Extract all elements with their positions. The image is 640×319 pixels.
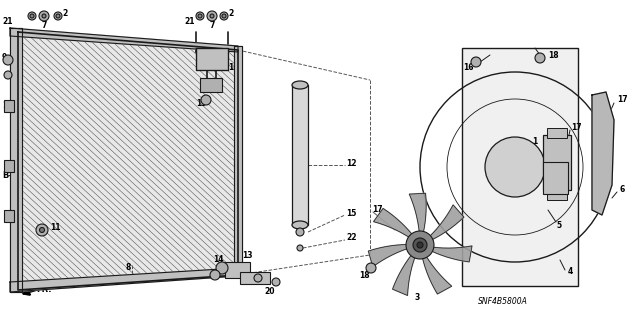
Text: 9: 9 bbox=[2, 54, 7, 63]
Text: 2: 2 bbox=[228, 10, 233, 19]
Bar bbox=[200, 78, 222, 92]
Text: 19: 19 bbox=[196, 99, 207, 108]
Circle shape bbox=[254, 274, 262, 282]
Circle shape bbox=[4, 71, 12, 79]
Polygon shape bbox=[374, 208, 413, 238]
Circle shape bbox=[471, 57, 481, 67]
Polygon shape bbox=[422, 256, 452, 294]
Text: 18: 18 bbox=[548, 50, 559, 60]
Circle shape bbox=[207, 11, 217, 21]
Text: 1: 1 bbox=[532, 137, 537, 146]
Text: 21: 21 bbox=[2, 18, 13, 26]
Text: 8: 8 bbox=[125, 263, 131, 272]
Polygon shape bbox=[410, 193, 426, 234]
Bar bbox=[547, 128, 567, 138]
Text: 19: 19 bbox=[2, 100, 13, 109]
Circle shape bbox=[535, 53, 545, 63]
Circle shape bbox=[39, 11, 49, 21]
Circle shape bbox=[272, 278, 280, 286]
Polygon shape bbox=[10, 268, 238, 292]
Polygon shape bbox=[429, 205, 464, 240]
Circle shape bbox=[366, 263, 376, 273]
Text: 12: 12 bbox=[346, 159, 356, 167]
Text: 23: 23 bbox=[545, 167, 556, 176]
Polygon shape bbox=[10, 28, 22, 292]
Text: 20: 20 bbox=[264, 286, 275, 295]
Polygon shape bbox=[431, 246, 472, 262]
Circle shape bbox=[220, 12, 228, 20]
Bar bbox=[462, 48, 578, 286]
Polygon shape bbox=[592, 92, 614, 215]
Text: 6: 6 bbox=[620, 186, 625, 195]
Text: 4: 4 bbox=[568, 268, 573, 277]
Text: 11: 11 bbox=[50, 224, 61, 233]
Text: 17: 17 bbox=[372, 205, 383, 214]
Text: 14: 14 bbox=[213, 256, 223, 264]
Circle shape bbox=[3, 55, 13, 65]
Bar bbox=[547, 190, 567, 200]
Text: B-60: B-60 bbox=[2, 170, 24, 180]
Polygon shape bbox=[369, 245, 408, 267]
Text: 15: 15 bbox=[346, 209, 356, 218]
Circle shape bbox=[42, 14, 46, 18]
Ellipse shape bbox=[292, 81, 308, 89]
Bar bbox=[4, 210, 14, 222]
Text: 7: 7 bbox=[210, 21, 216, 31]
Circle shape bbox=[28, 12, 36, 20]
Circle shape bbox=[417, 242, 423, 248]
Text: 17: 17 bbox=[617, 95, 628, 105]
Text: 16: 16 bbox=[463, 63, 474, 72]
Polygon shape bbox=[234, 46, 242, 274]
Bar bbox=[292, 85, 308, 225]
Text: 5: 5 bbox=[556, 220, 561, 229]
Text: SNF4B5800A: SNF4B5800A bbox=[478, 298, 528, 307]
Bar bbox=[4, 160, 14, 172]
Circle shape bbox=[36, 224, 48, 236]
Circle shape bbox=[485, 137, 545, 197]
Bar bbox=[196, 48, 228, 70]
Text: 17: 17 bbox=[571, 123, 582, 132]
Circle shape bbox=[30, 14, 34, 18]
Circle shape bbox=[297, 245, 303, 251]
Text: 10: 10 bbox=[228, 63, 239, 72]
Text: 7: 7 bbox=[42, 21, 47, 31]
Text: 22: 22 bbox=[346, 234, 356, 242]
Circle shape bbox=[196, 12, 204, 20]
Polygon shape bbox=[392, 254, 415, 295]
Circle shape bbox=[201, 95, 211, 105]
Polygon shape bbox=[10, 28, 238, 52]
Text: 18: 18 bbox=[359, 271, 370, 279]
Text: 13: 13 bbox=[242, 251, 253, 261]
Bar bbox=[240, 272, 270, 284]
Ellipse shape bbox=[292, 221, 308, 229]
Circle shape bbox=[222, 14, 226, 18]
Circle shape bbox=[54, 12, 62, 20]
Circle shape bbox=[210, 14, 214, 18]
Circle shape bbox=[413, 238, 427, 252]
Text: 21: 21 bbox=[184, 18, 195, 26]
Text: FR.: FR. bbox=[36, 285, 51, 293]
Bar bbox=[225, 262, 250, 278]
Circle shape bbox=[406, 231, 434, 259]
Text: 3: 3 bbox=[415, 293, 420, 302]
Circle shape bbox=[210, 270, 220, 280]
Circle shape bbox=[40, 227, 45, 233]
Bar bbox=[4, 100, 14, 112]
Bar bbox=[543, 135, 571, 190]
Text: 2: 2 bbox=[62, 10, 67, 19]
Circle shape bbox=[56, 14, 60, 18]
Bar bbox=[543, 162, 568, 194]
Circle shape bbox=[296, 228, 304, 236]
Polygon shape bbox=[18, 32, 238, 290]
Circle shape bbox=[216, 262, 228, 274]
Circle shape bbox=[198, 14, 202, 18]
Polygon shape bbox=[18, 32, 238, 290]
